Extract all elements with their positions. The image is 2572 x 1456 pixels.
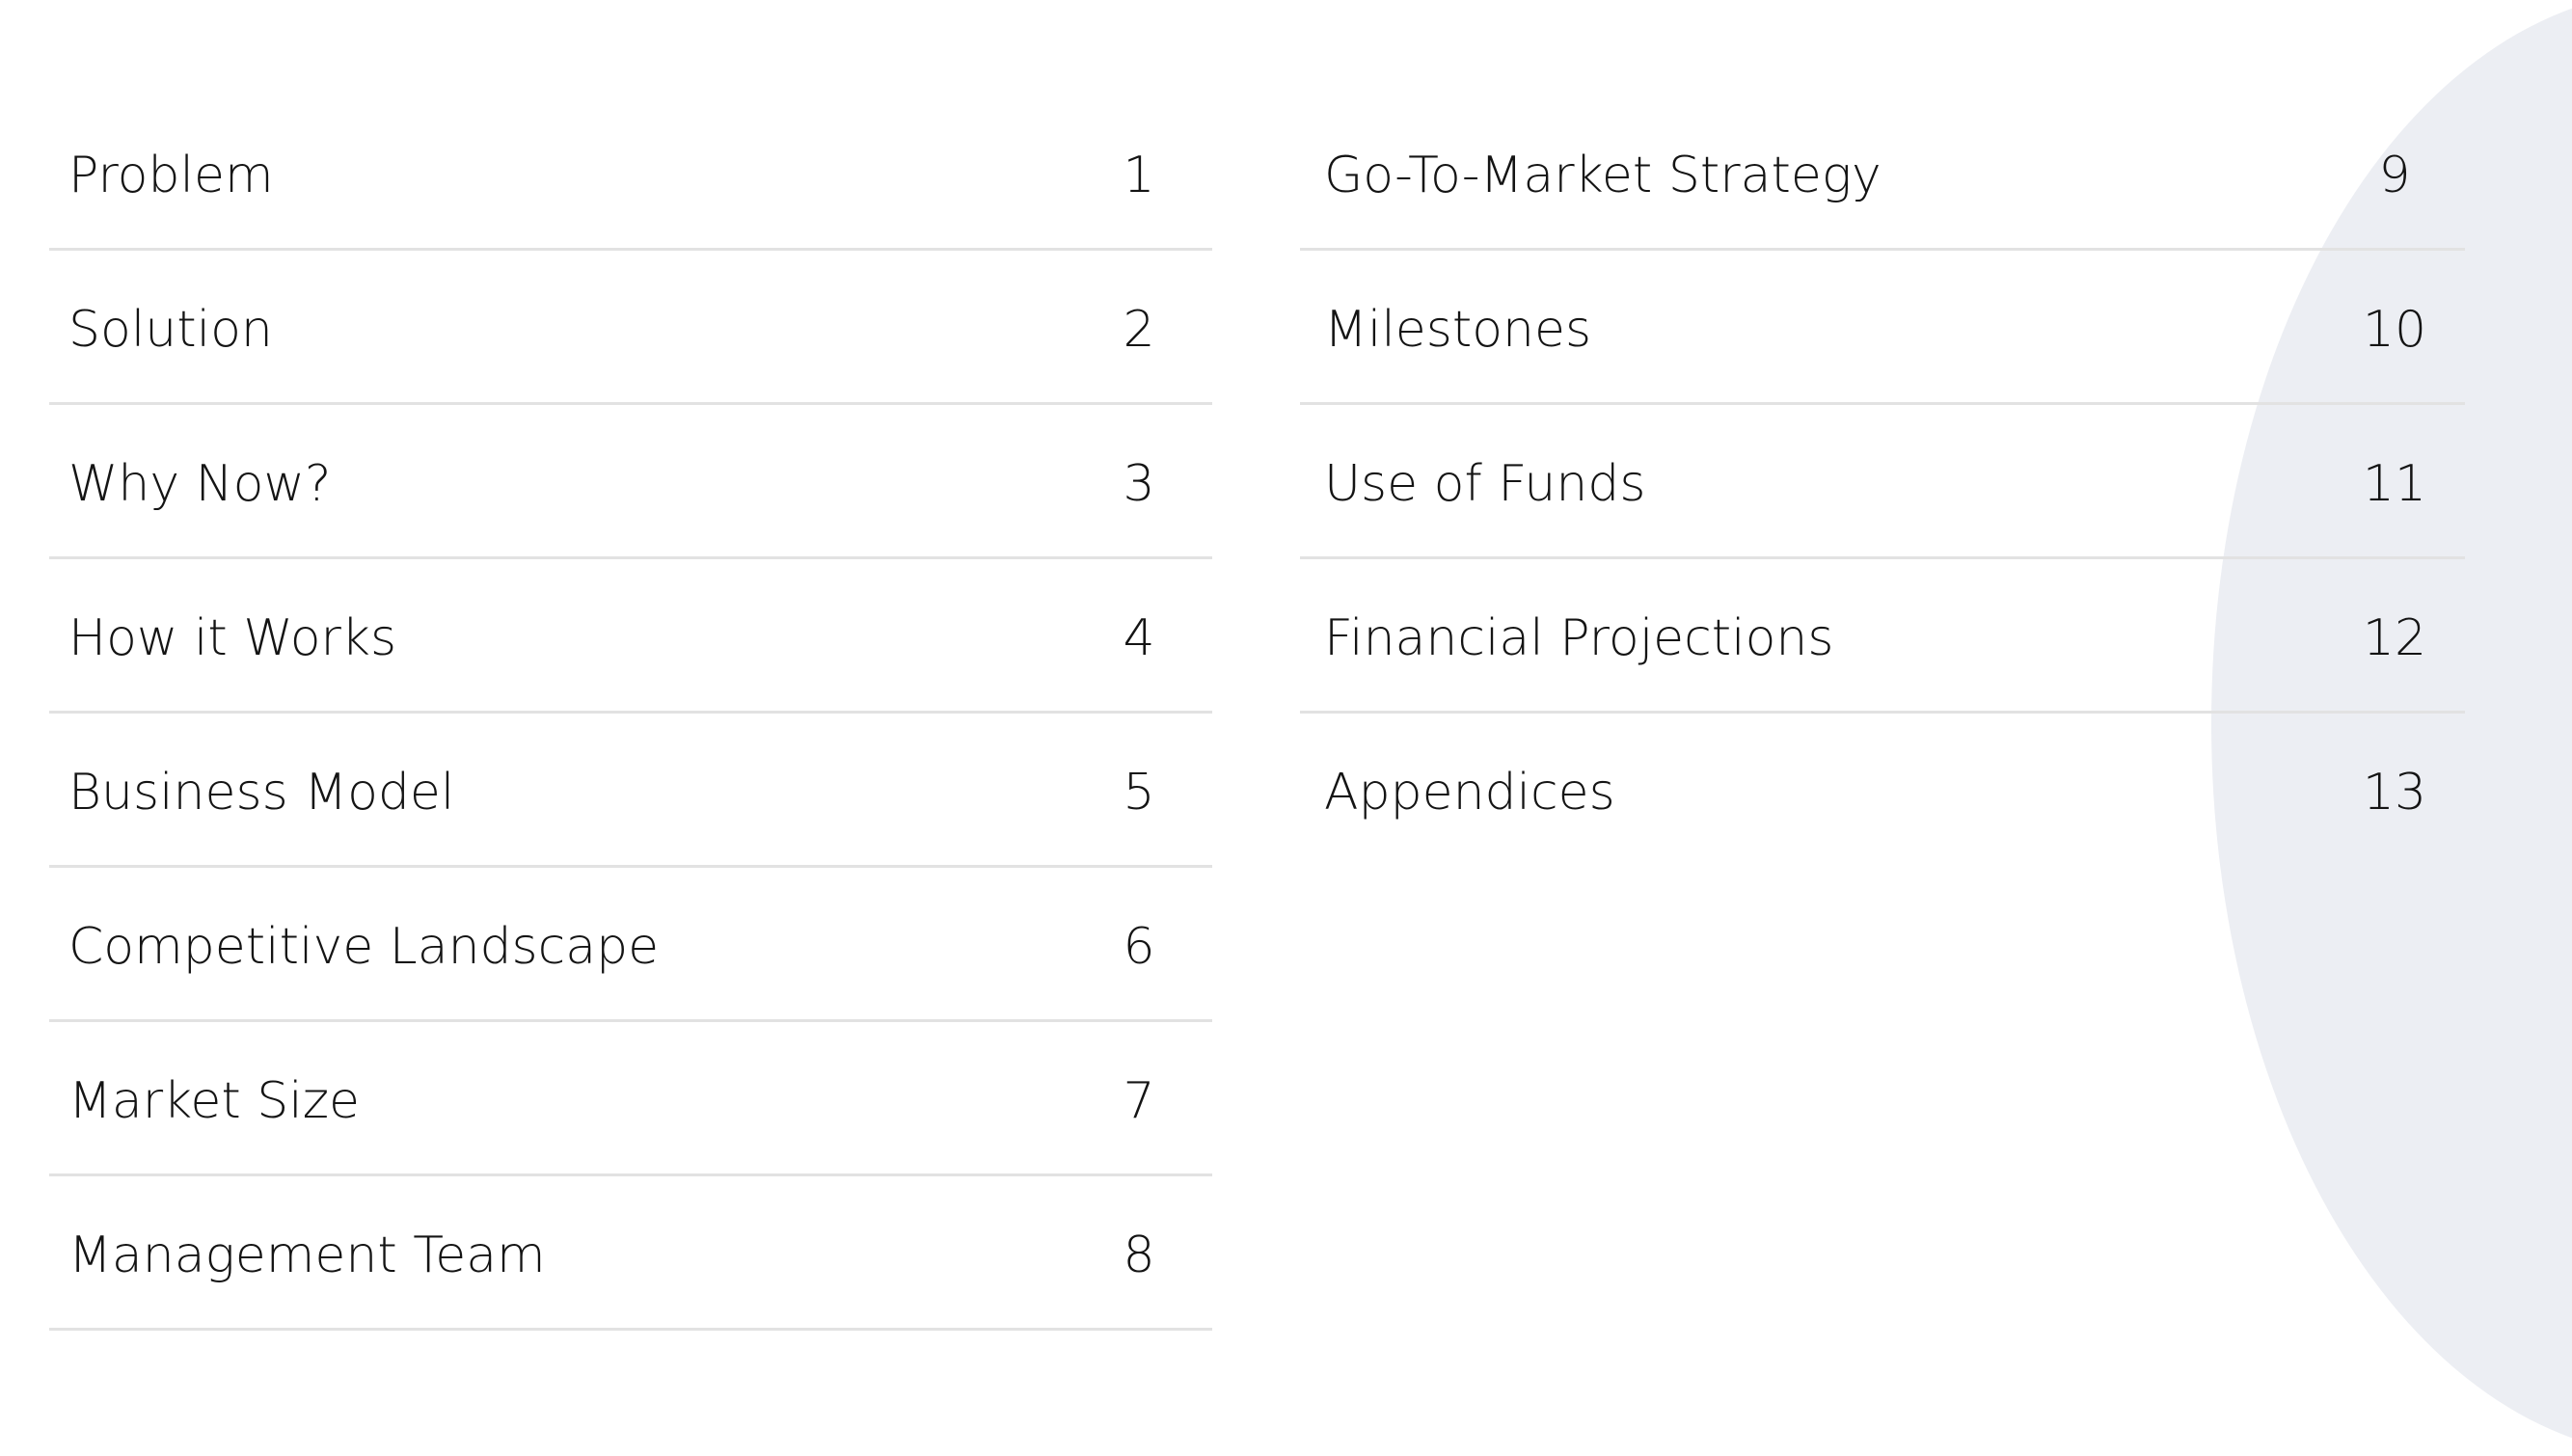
toc-entry-label: Problem bbox=[68, 147, 274, 204]
toc-entry-label: Use of Funds bbox=[1324, 455, 1646, 513]
toc-entry[interactable]: Appendices 13 bbox=[1300, 714, 2465, 868]
toc-entry[interactable]: Competitive Landscape 6 bbox=[49, 868, 1212, 1022]
toc-entry-page-number: 11 bbox=[2362, 455, 2427, 513]
toc-entry[interactable]: Milestones 10 bbox=[1300, 251, 2465, 405]
toc-entry[interactable]: Business Model 5 bbox=[49, 714, 1212, 868]
toc-entry-label: Go-To-Market Strategy bbox=[1324, 147, 1882, 204]
toc-entry-page-number: 4 bbox=[1123, 609, 1155, 667]
toc-entry[interactable]: Management Team 8 bbox=[49, 1176, 1212, 1331]
toc-entry[interactable]: Why Now? 3 bbox=[49, 405, 1212, 559]
toc-entry-page-number: 10 bbox=[2362, 301, 2427, 359]
toc-entry-page-number: 5 bbox=[1123, 764, 1155, 822]
toc-entry-label: Solution bbox=[68, 301, 273, 359]
toc-entry[interactable]: Market Size 7 bbox=[49, 1022, 1212, 1176]
toc-entry-label: How it Works bbox=[68, 609, 397, 667]
toc-entry-page-number: 8 bbox=[1123, 1227, 1155, 1284]
toc-entry-page-number: 1 bbox=[1123, 147, 1155, 204]
toc-entry-page-number: 6 bbox=[1123, 918, 1155, 976]
toc-entry-label: Financial Projections bbox=[1324, 609, 1834, 667]
toc-entry-page-number: 2 bbox=[1123, 301, 1155, 359]
toc-column-left: Problem 1 Solution 2 Why Now? 3 How it W… bbox=[49, 96, 1212, 1331]
toc-column-right: Go-To-Market Strategy 9 Milestones 10 Us… bbox=[1300, 96, 2465, 868]
toc-entry[interactable]: Problem 1 bbox=[49, 96, 1212, 251]
toc-entry-label: Why Now? bbox=[68, 455, 332, 513]
toc-entry-label: Appendices bbox=[1324, 764, 1615, 822]
toc-entry[interactable]: Solution 2 bbox=[49, 251, 1212, 405]
toc-entry-label: Business Model bbox=[68, 764, 455, 822]
toc-entry-page-number: 9 bbox=[2378, 147, 2411, 204]
toc-entry-page-number: 7 bbox=[1123, 1072, 1155, 1130]
toc-entry-page-number: 12 bbox=[2362, 609, 2427, 667]
toc-entry[interactable]: Financial Projections 12 bbox=[1300, 559, 2465, 714]
toc-entry[interactable]: How it Works 4 bbox=[49, 559, 1212, 714]
toc-entry-label: Management Team bbox=[68, 1227, 546, 1284]
toc-entry[interactable]: Go-To-Market Strategy 9 bbox=[1300, 96, 2465, 251]
toc-entry[interactable]: Use of Funds 11 bbox=[1300, 405, 2465, 559]
toc-entry-label: Milestones bbox=[1324, 301, 1592, 359]
toc-entry-page-number: 13 bbox=[2362, 764, 2427, 822]
toc-entry-label: Market Size bbox=[68, 1072, 361, 1130]
toc-entry-page-number: 3 bbox=[1123, 455, 1155, 513]
toc-entry-label: Competitive Landscape bbox=[68, 918, 660, 976]
